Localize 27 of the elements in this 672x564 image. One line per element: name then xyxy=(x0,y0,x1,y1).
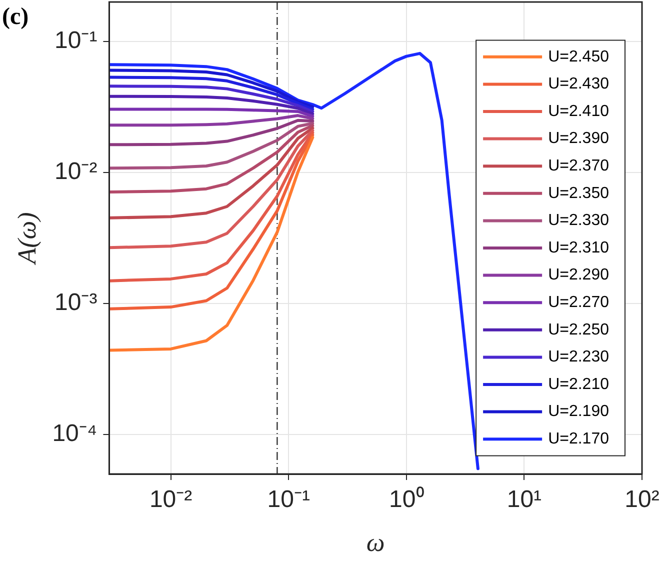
legend-label: U=2.310 xyxy=(548,239,610,256)
y-tick-label: 10⁻⁴ xyxy=(52,420,98,448)
y-axis-title: A(ω) xyxy=(12,212,42,266)
y-tick-label: 10⁻¹ xyxy=(54,27,98,54)
y-tick-label: 10⁻² xyxy=(54,158,98,186)
text: (c) xyxy=(2,4,29,30)
legend-label: U=2.270 xyxy=(548,294,610,312)
legend-label: U=2.370 xyxy=(548,158,610,175)
legend-label: U=2.250 xyxy=(548,321,610,338)
legend-label: U=2.210 xyxy=(548,376,610,393)
x-tick-label: 10⁰ xyxy=(389,486,424,514)
legend-label: U=2.330 xyxy=(548,212,610,230)
legend-label: U=2.430 xyxy=(548,76,610,93)
legend-label: U=2.410 xyxy=(548,102,610,120)
x-axis-title: ω xyxy=(366,528,385,558)
legend-label: U=2.230 xyxy=(548,348,610,366)
legend-label: U=2.290 xyxy=(548,266,610,284)
x-tick-label: 10² xyxy=(624,486,660,514)
x-tick-label: 10¹ xyxy=(506,486,542,514)
legend-label: U=2.170 xyxy=(548,430,610,448)
x-tick-label: 10⁻¹ xyxy=(267,486,310,514)
legend-label: U=2.390 xyxy=(548,130,610,148)
legend-label: U=2.350 xyxy=(548,184,610,202)
legend-label: U=2.190 xyxy=(548,403,610,420)
legend-label: U=2.450 xyxy=(548,48,610,66)
y-tick-label: 10⁻³ xyxy=(54,289,98,316)
x-tick-label: 10⁻² xyxy=(149,486,192,514)
